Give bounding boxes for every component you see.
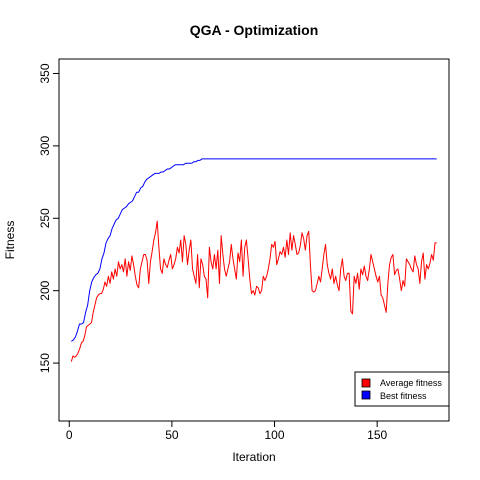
series-layer	[70, 158, 437, 362]
legend-swatch-best	[361, 390, 371, 400]
series-line-average-fitness	[70, 220, 437, 362]
y-tick-label: 300	[38, 136, 52, 156]
x-axis: 0 50 100 150	[66, 420, 387, 442]
y-axis: 150 200 250 300 350	[38, 63, 60, 373]
x-tick-label: 150	[367, 428, 387, 442]
y-axis-label: Fitness	[3, 221, 17, 260]
legend-box	[354, 371, 450, 407]
x-tick-label: 100	[265, 428, 285, 442]
y-tick-label: 150	[38, 353, 52, 373]
legend-label-average: Average fitness	[380, 378, 442, 388]
x-tick-label: 0	[66, 428, 73, 442]
series-line-best-fitness	[71, 158, 437, 342]
x-axis-label: Iteration	[232, 450, 275, 464]
y-tick-label: 350	[38, 63, 52, 83]
y-tick-label: 250	[38, 208, 52, 228]
chart-title: QGA - Optimization	[190, 22, 319, 38]
y-tick-label: 200	[38, 280, 52, 300]
legend-swatch-average	[361, 378, 371, 388]
legend-label-best: Best fitness	[380, 391, 427, 401]
plot-frame	[58, 58, 450, 422]
legend: Average fitness Best fitness	[354, 371, 450, 407]
x-tick-label: 50	[165, 428, 179, 442]
